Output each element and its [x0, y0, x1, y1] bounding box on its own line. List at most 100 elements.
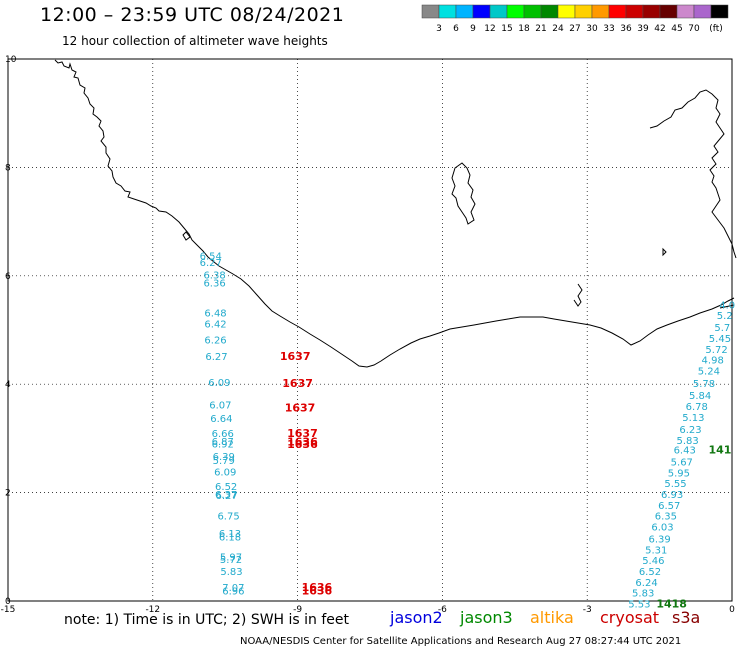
- swh-label: 6.38: [203, 271, 225, 282]
- swh-label: 5.83: [220, 567, 242, 578]
- swh-label: 5.84: [689, 391, 711, 402]
- x-tick-label: -12: [145, 605, 160, 615]
- legend-swatch: [608, 4, 627, 19]
- swh-label: 6.42: [204, 319, 226, 330]
- swh-label: 6.37: [215, 490, 237, 501]
- swh-label: 6.09: [214, 467, 236, 478]
- legend-swatch: [591, 4, 610, 19]
- x-tick-label: 0: [729, 605, 735, 615]
- y-tick-label: 8: [5, 163, 11, 173]
- swh-label: 5.45: [709, 334, 731, 345]
- legend-label: 33: [603, 24, 614, 34]
- swh-label: 6.24: [635, 578, 657, 589]
- legend-label: 18: [518, 24, 530, 34]
- legend-label: 15: [501, 24, 512, 34]
- swh-label: 6.87: [212, 437, 234, 448]
- time-label: 1636: [302, 581, 333, 594]
- altimeter-tracks: 6.546.276.386.366.486.426.266.276.096.07…: [200, 252, 736, 611]
- legend-label: 36: [620, 24, 632, 34]
- x-tick-label: -3: [583, 605, 592, 615]
- swh-label: 5.13: [682, 413, 704, 424]
- swh-label: 6.52: [639, 567, 661, 578]
- swh-label: 6.93: [661, 490, 683, 501]
- legend-swatch: [506, 4, 525, 19]
- legend-swatch: [676, 4, 695, 19]
- time-label: 1637: [282, 377, 313, 390]
- legend-swatch: [625, 4, 644, 19]
- swh-label: 6.09: [208, 378, 230, 389]
- credit-line: NOAA/NESDIS Center for Satellite Applica…: [240, 636, 682, 647]
- legend-label: 6: [453, 24, 459, 34]
- legend-swatch: [455, 4, 474, 19]
- y-tick-label: 4: [5, 380, 11, 390]
- legend-label: 12: [484, 24, 495, 34]
- swh-label: 5.55: [664, 479, 686, 490]
- legend-unit: (ft): [709, 24, 723, 34]
- y-tick-label: 0: [5, 597, 11, 607]
- swh-label: 6.23: [679, 425, 701, 436]
- legend-swatch: [693, 4, 712, 19]
- legend-swatch: [438, 4, 457, 19]
- swh-label: 6.52: [215, 482, 237, 493]
- coastline: [54, 59, 737, 368]
- legend-label: 39: [637, 24, 649, 34]
- satellite-s3a: s3a: [672, 608, 701, 627]
- legend-swatch: [574, 4, 593, 19]
- satellite-cryosat: cryosat: [600, 608, 660, 627]
- satellite-altika: altika: [530, 608, 574, 627]
- coastline-lake: [451, 162, 476, 225]
- legend-swatch: [642, 4, 661, 19]
- swh-label: 6.92: [212, 440, 234, 451]
- swh-label: 5.78: [693, 379, 715, 390]
- swh-label: 5.72: [705, 345, 727, 356]
- time-label: 1636: [302, 584, 333, 597]
- legend-swatch: [523, 4, 542, 19]
- legend-label: 24: [552, 24, 564, 34]
- x-tick-label: -9: [293, 605, 302, 615]
- satellite-jason2: jason2: [390, 608, 443, 627]
- axis-ticks: -15 -12 -9 -6 -3 0 0 2 4 6 8 10: [1, 55, 735, 615]
- swh-label: 6.43: [674, 446, 696, 457]
- coastline-west-africa: [54, 59, 735, 368]
- time-label: 1636: [287, 438, 318, 451]
- swh-label: 5.79: [213, 456, 235, 467]
- swh-label: 7.07: [222, 583, 244, 594]
- legend-swatch: [421, 4, 440, 19]
- swh-label: 5.53: [628, 600, 650, 611]
- swh-label: 6.54: [200, 252, 222, 263]
- footer-note: note: 1) Time is in UTC; 2) SWH is in fe…: [64, 612, 350, 628]
- swh-label: 6.27: [200, 258, 222, 269]
- swh-label: 6.64: [210, 414, 232, 425]
- swh-label: 5.46: [642, 556, 664, 567]
- swh-label: 6.36: [203, 279, 225, 290]
- time-label: 1636: [287, 435, 318, 448]
- swh-label: 6.66: [212, 429, 234, 440]
- map-frame: [7, 58, 733, 602]
- time-label: 1418: [656, 598, 687, 611]
- legend-label: 21: [535, 24, 546, 34]
- x-tick-label: -15: [1, 605, 16, 615]
- swh-label: 5.83: [632, 589, 654, 600]
- swh-label: 6.39: [213, 452, 235, 463]
- time-label: 1637: [280, 350, 311, 363]
- swh-label: 5.7: [714, 323, 730, 334]
- swh-label: 5.83: [676, 436, 698, 447]
- map-grid: [8, 59, 732, 601]
- x-tick-label: -6: [438, 605, 447, 615]
- swh-label: 6.39: [648, 534, 670, 545]
- legend-swatch: [489, 4, 508, 19]
- swh-label: 6.48: [204, 308, 226, 319]
- y-tick-label: 6: [5, 272, 11, 282]
- swh-label: 5.97: [220, 552, 242, 563]
- swh-label: 6.03: [651, 523, 673, 534]
- swh-label: 6.75: [217, 512, 239, 523]
- legend-label: 9: [470, 24, 476, 34]
- swh-label: 5.24: [698, 366, 720, 377]
- legend-label: 30: [586, 24, 598, 34]
- legend-label: 70: [688, 24, 700, 34]
- time-label: 1637: [285, 401, 316, 414]
- coastline-dot-3: [719, 304, 735, 309]
- map-title: 12:00 – 23:59 UTC 08/24/2021: [40, 4, 345, 26]
- legend-swatch: [472, 4, 491, 19]
